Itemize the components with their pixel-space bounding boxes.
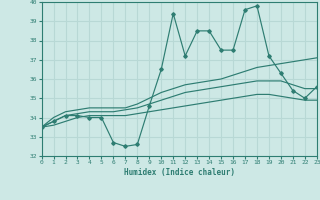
X-axis label: Humidex (Indice chaleur): Humidex (Indice chaleur) [124, 168, 235, 177]
